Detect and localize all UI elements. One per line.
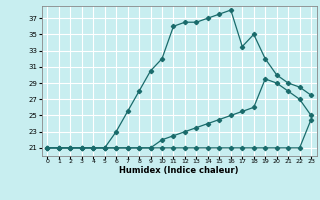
X-axis label: Humidex (Indice chaleur): Humidex (Indice chaleur) (119, 166, 239, 175)
